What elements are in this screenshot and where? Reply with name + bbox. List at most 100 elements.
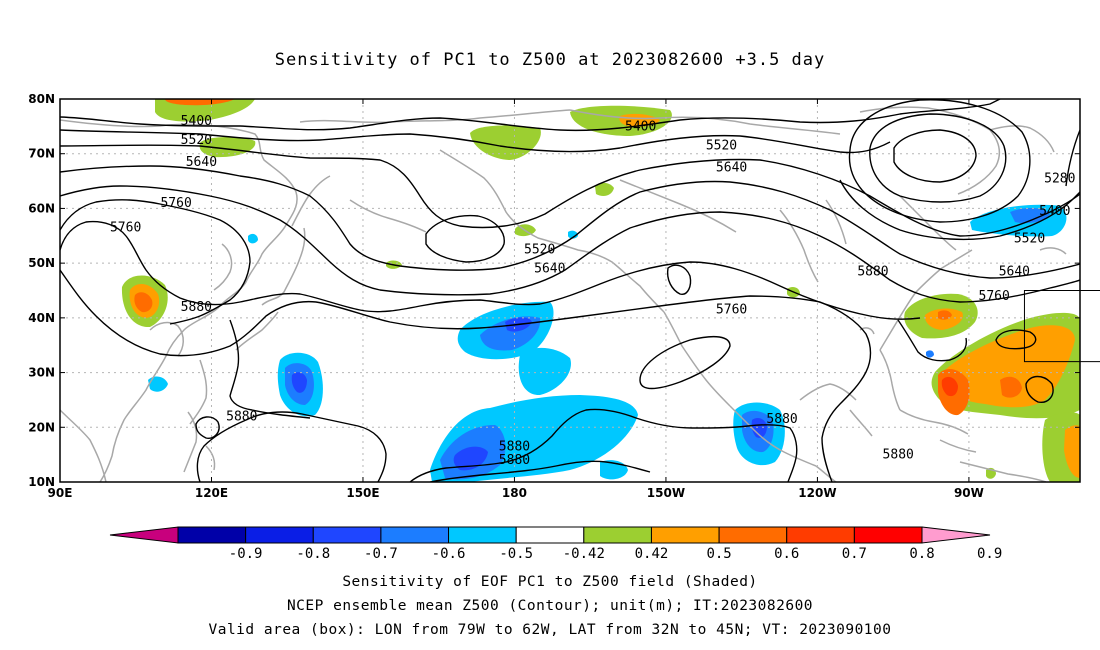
colorbar-label: 0.9	[977, 546, 1002, 562]
y-tick-label: 30N	[28, 366, 55, 380]
colorbar-cell	[312, 526, 382, 544]
contour-label: 5880	[857, 264, 888, 279]
coastline-caribbean	[899, 409, 969, 435]
footer-line-3: Valid area (box): LON from 79W to 62W, L…	[208, 622, 892, 638]
positive-region	[470, 125, 541, 160]
coastline-alaska	[439, 149, 665, 313]
z500-contours	[60, 99, 1080, 482]
contour-label: 5400	[625, 119, 656, 134]
contour-line	[196, 411, 387, 482]
contour-label: 5400	[181, 114, 212, 129]
positive-region	[619, 113, 660, 127]
coastline-philippines	[205, 445, 216, 471]
y-tick-label: 20N	[28, 420, 55, 434]
colorbar: -0.9 -0.8 -0.7 -0.6 -0.5 -0.42 0.42 0.5 0.6 0.7 0.…	[109, 526, 1002, 562]
positive-region	[938, 310, 952, 320]
contour-label: 5520	[181, 133, 212, 148]
colorbar-cell	[515, 526, 585, 544]
contour-line	[60, 129, 891, 154]
colorbar-cell	[109, 526, 179, 544]
map-title: Sensitivity of PC1 to Z500 at 2023082600…	[274, 50, 826, 70]
shaded-regions	[121, 99, 1080, 482]
contour-label: 5880	[766, 412, 797, 427]
contour-line	[60, 99, 1001, 132]
contour-label: 5760	[716, 303, 747, 318]
colorbar-label: 0.6	[774, 546, 799, 562]
contour-line	[1025, 375, 1054, 403]
colorbar-cell	[177, 526, 247, 544]
coastline-asia	[213, 243, 233, 291]
positive-region	[134, 292, 153, 313]
x-tick-label: 90W	[954, 486, 984, 500]
plot-frame	[59, 98, 1081, 483]
negative-region	[248, 233, 258, 244]
contour-line	[425, 214, 505, 263]
contour-line	[897, 319, 968, 362]
contour-line	[839, 179, 1080, 241]
colorbar-cell	[245, 526, 314, 544]
colorbar-label: -0.8	[296, 546, 330, 562]
contour-label: 5640	[716, 160, 747, 175]
contour-line	[60, 269, 821, 357]
contour-line	[995, 329, 1037, 350]
coastline-canada	[619, 179, 737, 233]
axes: 90E 120E 150E 180 150W 120W 90W 10N 20N 30N 40N 50N…	[28, 92, 1080, 500]
positive-region	[942, 325, 1075, 408]
colorbar-cell	[853, 526, 923, 544]
contour-line	[819, 301, 872, 482]
coastline-us-east	[879, 249, 973, 351]
contour-label: 5760	[979, 289, 1010, 304]
coastline-japan	[235, 311, 279, 351]
contour-label: 5640	[534, 262, 565, 277]
coastline-asia	[60, 409, 107, 482]
contour-label: 5880	[226, 409, 257, 424]
colorbar-cell	[921, 526, 991, 544]
contour-label: 5880	[181, 300, 212, 315]
positive-region	[941, 376, 958, 397]
contour-line	[869, 113, 1007, 203]
coastline-greenland	[989, 125, 1055, 153]
contour-line	[409, 408, 798, 482]
contour-line	[60, 199, 251, 325]
contour-label: 5520	[1014, 232, 1045, 247]
coastline-hudson	[825, 199, 847, 245]
contour-line	[666, 264, 692, 295]
footer-line-2: NCEP ensemble mean Z500 (Contour); unit(…	[286, 598, 814, 614]
colorbar-cell	[786, 526, 855, 544]
coastline-island	[1039, 247, 1067, 255]
x-tick-label: 120E	[195, 486, 228, 500]
colorbar-label: -0.5	[499, 546, 533, 562]
coastline-asia	[189, 359, 208, 425]
contour-line	[429, 460, 651, 482]
contour-label: 5520	[706, 139, 737, 154]
coastline-hudson	[779, 209, 819, 283]
footer-line-1: Sensitivity of EOF PC1 to Z500 field (Sh…	[342, 574, 758, 590]
negative-region	[1010, 208, 1050, 224]
contour-line	[229, 319, 311, 419]
contour-label: 5760	[160, 196, 191, 211]
coastline-kamchatka	[291, 175, 331, 227]
colorbar-cell	[448, 526, 517, 544]
positive-region	[165, 99, 235, 106]
contour-line	[893, 129, 977, 183]
colorbar-cell	[650, 526, 720, 544]
coastline-labrador	[899, 195, 957, 251]
coastline-alaska	[349, 199, 427, 233]
coastlines	[60, 106, 1067, 482]
colorbar-label: 0.5	[706, 546, 731, 562]
coastline-japan	[261, 227, 306, 306]
y-tick-label: 60N	[28, 201, 55, 215]
contour-label: 5880	[499, 453, 530, 468]
positive-region	[1064, 425, 1080, 478]
positive-region	[595, 182, 614, 196]
negative-region	[751, 418, 767, 438]
y-tick-label: 70N	[28, 147, 55, 161]
colorbar-cell	[718, 526, 788, 544]
y-tick-label: 10N	[28, 475, 55, 489]
contour-label: 5880	[499, 439, 530, 454]
x-tick-label: 180	[502, 486, 527, 500]
negative-region	[926, 350, 934, 358]
coastline-gulf	[799, 383, 857, 401]
x-tick-label: 150E	[346, 486, 379, 500]
